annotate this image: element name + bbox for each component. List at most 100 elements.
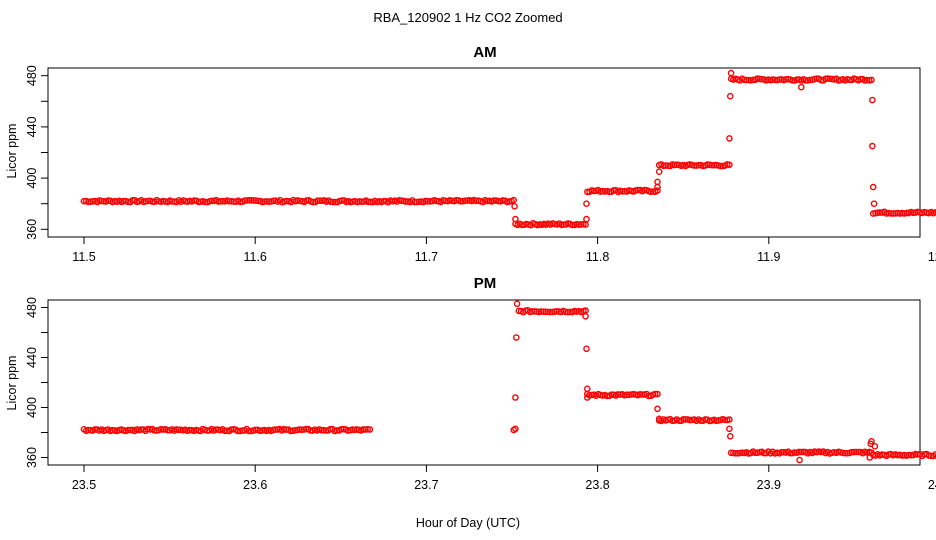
data-point: [457, 197, 465, 205]
data-point: [248, 196, 255, 204]
data-point: [708, 161, 716, 169]
y-tick-label: 360: [25, 447, 39, 468]
data-point: [217, 197, 224, 205]
data-point: [662, 162, 670, 169]
data-point: [787, 449, 794, 457]
plot-frame: [47, 299, 921, 466]
x-tick-label: 11.8: [586, 250, 609, 264]
data-point: [226, 197, 233, 205]
data-point: [680, 415, 687, 423]
data-points: [80, 69, 936, 229]
data-point: [490, 197, 498, 204]
panel-title: PM: [474, 275, 497, 292]
data-point: [245, 427, 253, 435]
data-point: [727, 449, 735, 457]
data-point: [868, 437, 875, 445]
data-point: [870, 200, 878, 207]
data-point: [866, 454, 874, 461]
data-point: [869, 183, 877, 191]
y-tick-label: 440: [25, 347, 39, 368]
x-axis-label: Hour of Day (UTC): [416, 516, 520, 530]
data-point: [124, 426, 132, 434]
data-point: [186, 426, 193, 434]
data-point: [638, 391, 646, 398]
data-point: [608, 391, 615, 399]
panel-title: AM: [473, 44, 496, 61]
data-point: [510, 196, 518, 204]
x-tick-label: 11.7: [415, 250, 438, 264]
data-point: [584, 385, 591, 393]
y-tick-label: 360: [25, 219, 39, 240]
x-tick-label: 11.9: [757, 250, 780, 264]
panel-am: AM Licor ppm 11.5 11.6 11.7 11.8 11.9 12.0 360…: [5, 44, 936, 264]
x-tick-label: 23.9: [757, 478, 781, 492]
data-point: [732, 449, 739, 457]
data-point: [652, 390, 659, 398]
data-point: [461, 197, 469, 204]
data-point: [869, 96, 876, 104]
x-tick-label: 23.7: [414, 478, 438, 492]
data-point: [776, 76, 783, 83]
data-points: [80, 300, 936, 464]
figure-title: RBA_120902 1 Hz CO2 Zoomed: [373, 10, 562, 25]
data-point: [542, 308, 549, 316]
data-point: [778, 448, 785, 456]
x-tick-label: 23.8: [585, 478, 609, 492]
y-tick-label: 480: [25, 65, 39, 86]
x-tick-label: 23.5: [72, 478, 96, 492]
data-point: [710, 161, 718, 169]
data-point: [726, 161, 733, 169]
x-tick-label: 11.5: [72, 250, 95, 264]
data-point: [869, 142, 876, 150]
data-point: [151, 427, 158, 434]
data-point: [366, 426, 374, 433]
x-tick-label: 24.0: [928, 478, 936, 492]
data-point: [868, 76, 875, 84]
data-point: [798, 83, 805, 91]
data-point: [359, 426, 367, 433]
data-point: [796, 456, 803, 464]
data-point: [512, 425, 519, 433]
data-point: [726, 135, 733, 142]
data-point: [219, 197, 227, 205]
data-point: [654, 390, 661, 398]
data-point: [175, 426, 182, 434]
plot-frame: [47, 67, 921, 238]
data-point: [682, 416, 689, 423]
data-point: [584, 394, 591, 401]
data-point: [544, 308, 552, 316]
data-point: [795, 448, 803, 456]
data-point: [654, 178, 661, 186]
data-point: [583, 215, 590, 223]
data-point: [752, 449, 759, 457]
data-point: [771, 76, 779, 84]
data-point: [691, 162, 698, 169]
data-point: [934, 453, 936, 459]
data-point: [212, 426, 220, 433]
data-point: [727, 69, 735, 77]
data-point: [874, 209, 882, 216]
data-point: [934, 210, 936, 216]
data-point: [890, 210, 897, 217]
data-point: [655, 415, 663, 423]
data-point: [271, 426, 279, 433]
data-point: [726, 416, 733, 423]
data-point: [511, 202, 518, 210]
y-axis-label: Licor ppm: [5, 356, 19, 411]
data-point: [727, 92, 734, 100]
data-point: [582, 312, 589, 320]
y-tick-label: 480: [25, 297, 39, 318]
data-point: [364, 198, 372, 206]
data-point: [850, 448, 858, 456]
y-tick-label: 440: [25, 116, 39, 137]
x-tick-label: 12.0: [928, 250, 936, 264]
data-point: [654, 183, 661, 191]
y-axis-label: Licor ppm: [5, 124, 19, 179]
data-point: [782, 76, 790, 83]
data-point: [743, 76, 750, 84]
data-point: [424, 197, 432, 205]
data-point: [512, 215, 519, 223]
data-point: [654, 405, 661, 413]
